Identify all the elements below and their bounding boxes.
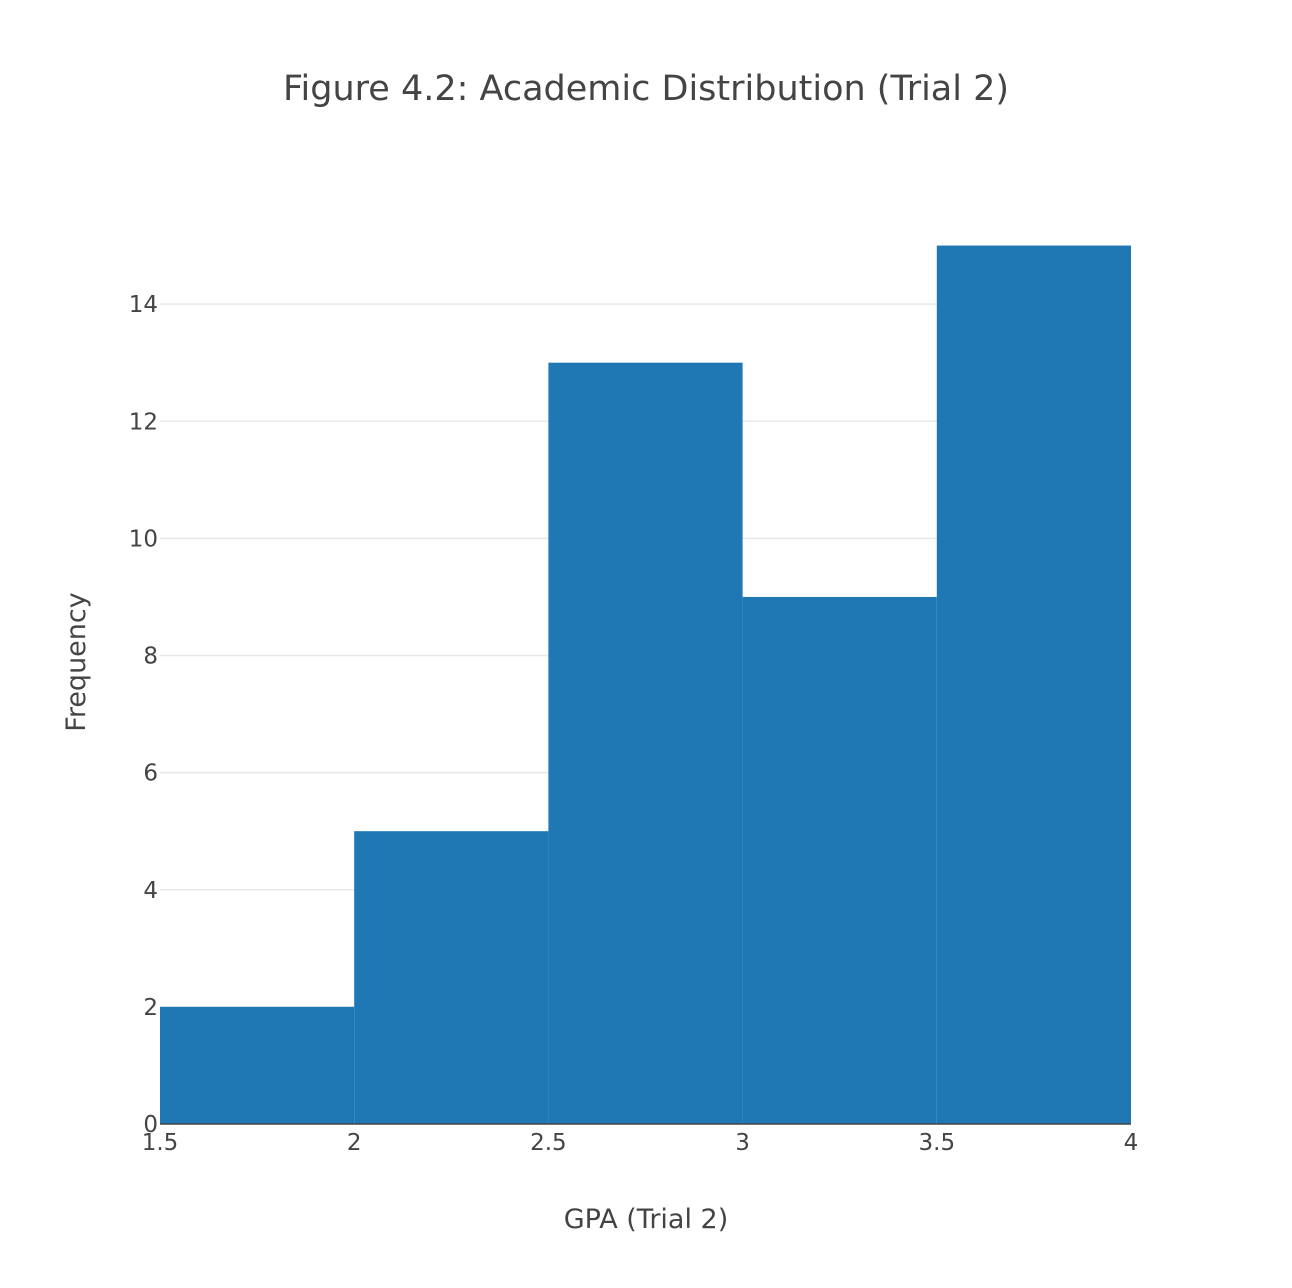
axes: 0 2 4 6 8 10 12 14 1.5 2 2.5 3 3.5 4 [129,292,1139,1156]
histogram-bar-3 [548,362,743,1124]
histogram-bar-4 [742,596,937,1124]
histogram-bar-5 [936,245,1131,1124]
y-tick-label-2: 2 [143,995,158,1021]
y-tick-label-6: 6 [143,761,158,787]
x-tick-label-2: 2 [347,1130,362,1156]
y-tick-label-4: 4 [143,878,158,904]
x-axis-title: GPA (Trial 2) [564,1204,729,1235]
histogram-bar-1 [160,1006,355,1124]
histogram-bar-2 [354,831,549,1124]
y-tick-label-14: 14 [129,292,158,318]
x-tick-label-4: 4 [1124,1130,1139,1156]
x-tick-label-1.5: 1.5 [142,1130,179,1156]
bars [160,245,1131,1124]
chart-title: Figure 4.2: Academic Distribution (Trial… [283,69,1009,109]
y-tick-label-12: 12 [129,409,158,435]
x-tick-label-3: 3 [735,1130,750,1156]
y-tick-label-0: 0 [143,1112,158,1138]
y-tick-label-10: 10 [129,526,158,552]
y-tick-label-8: 8 [143,644,158,670]
x-tick-label-2.5: 2.5 [530,1130,567,1156]
x-tick-label-3.5: 3.5 [919,1130,956,1156]
y-axis-title: Frequency [61,592,92,732]
